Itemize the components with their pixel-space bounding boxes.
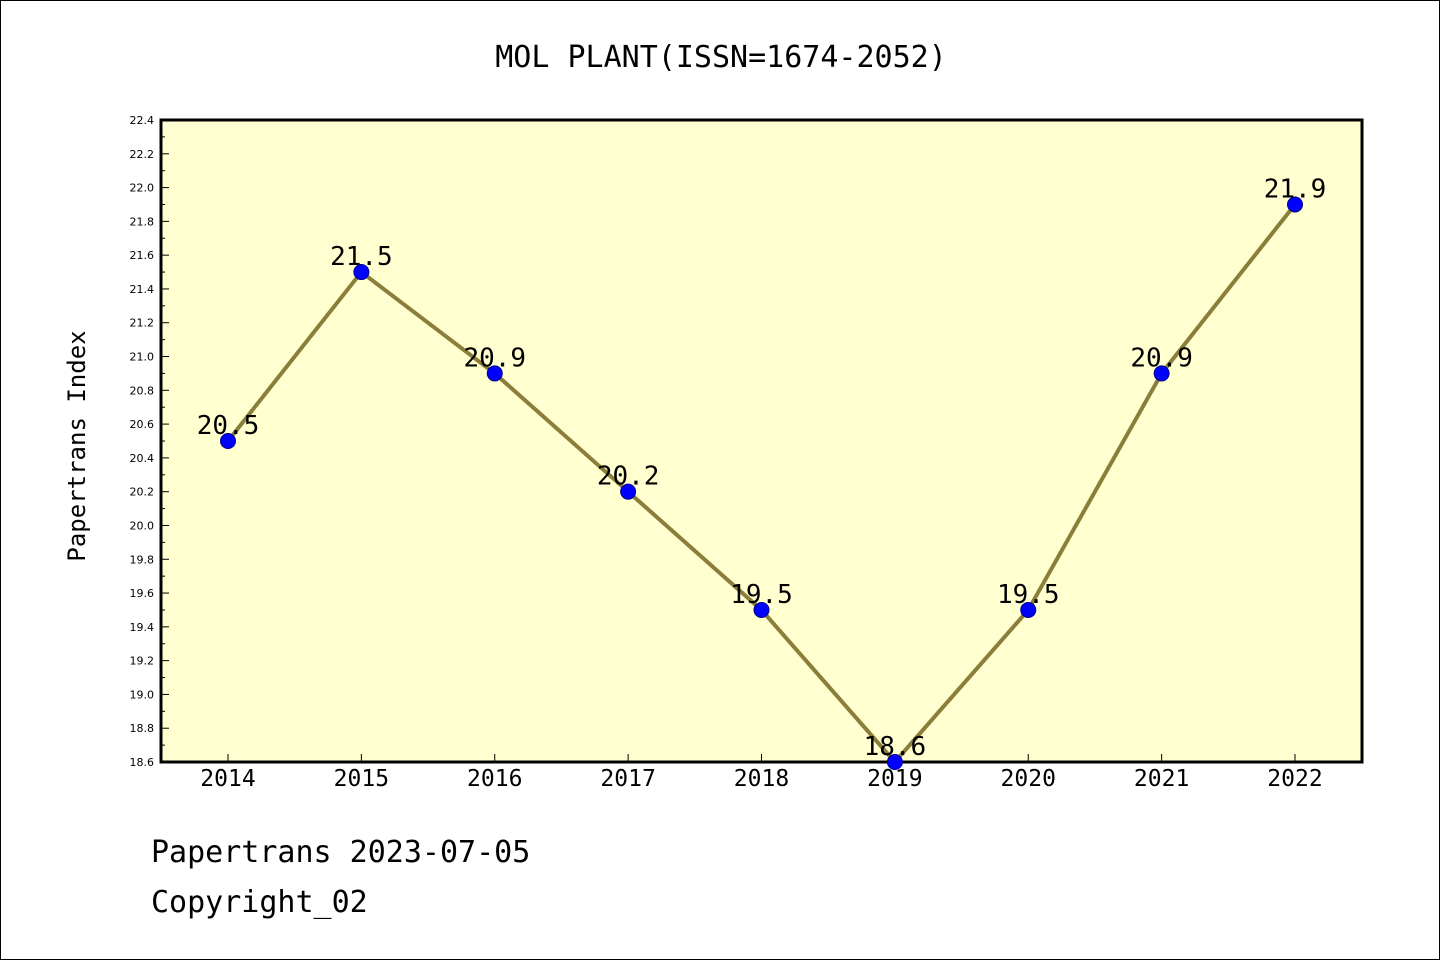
data-label: 20.5	[197, 411, 260, 441]
series-papertrans-index	[220, 196, 1303, 770]
y-tick-label: 20.0	[130, 519, 155, 532]
y-tick-label: 21.8	[130, 215, 155, 228]
data-label: 20.9	[1130, 343, 1193, 373]
y-tick-label: 22.2	[130, 148, 155, 161]
data-label: 19.5	[730, 580, 793, 610]
y-axis-label: Papertrans Index	[63, 330, 91, 561]
data-point	[353, 264, 370, 281]
data-point	[886, 754, 903, 770]
y-tick-label: 21.6	[130, 249, 155, 262]
x-tick-label: 2021	[1134, 766, 1189, 792]
y-tick-label: 22.4	[130, 114, 155, 127]
y-tick-label: 22.0	[130, 182, 155, 195]
data-point	[753, 601, 770, 618]
data-label: 20.9	[463, 343, 526, 373]
data-label: 21.9	[1264, 174, 1327, 204]
y-tick-label: 20.6	[130, 418, 155, 431]
y-axis: 18.6 18.8 19.0 19.2 19.4 19.6 19.8 20.0 20.2 20.4…	[130, 114, 169, 769]
x-tick-label: 2017	[600, 766, 655, 792]
x-tick-label: 2022	[1267, 766, 1322, 792]
y-tick-label: 20.2	[130, 486, 155, 499]
data-label: 19.5	[997, 580, 1060, 610]
chart-title: MOL PLANT(ISSN=1674-2052)	[495, 40, 947, 75]
y-tick-label: 18.8	[130, 722, 155, 735]
y-tick-label: 18.6	[130, 756, 155, 769]
x-tick-label: 2016	[467, 766, 522, 792]
plot-area	[159, 118, 1364, 764]
y-tick-label: 19.6	[130, 587, 155, 600]
y-tick-label: 21.0	[130, 351, 155, 364]
x-tick-label: 2018	[734, 766, 789, 792]
data-point	[1153, 365, 1170, 382]
footer-date-line: Papertrans 2023-07-05	[151, 835, 531, 870]
data-point	[1287, 196, 1303, 213]
y-tick-label: 21.2	[130, 317, 155, 330]
x-tick-label: 2020	[1001, 766, 1056, 792]
data-point	[1020, 601, 1037, 618]
y-tick-label: 19.0	[130, 688, 155, 701]
data-label: 18.6	[864, 732, 927, 762]
data-point	[620, 483, 637, 500]
y-tick-label: 20.8	[130, 384, 155, 397]
data-label: 21.5	[330, 242, 393, 272]
y-tick-label: 19.2	[130, 655, 155, 668]
x-axis: 2014 2015 2016 2017 2018 2019 2020 2021 2022	[200, 754, 1323, 792]
data-point	[220, 433, 236, 449]
data-labels: 20.5 21.5 20.9 20.2 19.5 18.6 19.5 20.9 21.9	[197, 174, 1327, 762]
data-label: 20.2	[597, 462, 660, 492]
x-tick-label: 2015	[334, 766, 389, 792]
y-tick-label: 21.4	[130, 283, 155, 296]
x-tick-label: 2014	[200, 766, 255, 792]
footer-copyright-line: Copyright_02	[151, 885, 368, 920]
data-point	[486, 365, 503, 382]
x-tick-label: 2019	[867, 766, 922, 792]
y-tick-label: 20.4	[130, 452, 155, 465]
y-tick-label: 19.4	[130, 621, 155, 634]
y-tick-label: 19.8	[130, 553, 155, 566]
